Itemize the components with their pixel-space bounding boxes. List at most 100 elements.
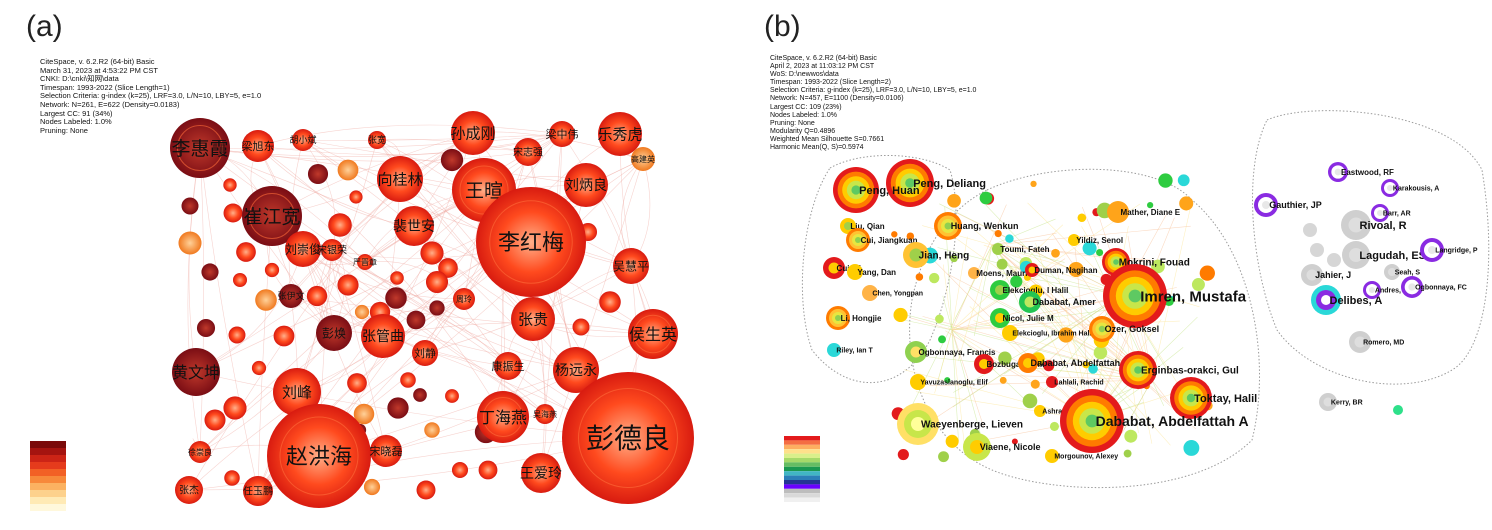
- panel-b-legend-swatch: [784, 475, 820, 480]
- panel-b-node: [1030, 180, 1037, 188]
- panel-b-node-label: Lagudah, ES: [1359, 250, 1426, 262]
- panel-b-node: [934, 212, 962, 240]
- panel-a-node: [170, 118, 230, 178]
- panel-b-node: [886, 159, 934, 207]
- panel-b-node: [1328, 162, 1348, 182]
- panel-b-node: [905, 341, 927, 363]
- panel-a-legend: [30, 441, 66, 511]
- panel-b-link: [951, 224, 1064, 331]
- panel-b-meta-line: CiteSpace, v. 6.2.R2 (64-bit) Basic: [770, 55, 877, 62]
- panel-b-link: [909, 317, 953, 331]
- panel-b-node: [990, 308, 1010, 328]
- panel-b-node-label: Toumi, Fateh: [1000, 245, 1049, 254]
- panel-b-node: [1093, 345, 1108, 360]
- panel-a-legend-swatch: [30, 497, 66, 504]
- panel-a-node-label: 黄文坤: [172, 363, 220, 382]
- panel-a-link: [188, 147, 201, 373]
- panel-b-node: [906, 232, 915, 240]
- panel-b-node: [1025, 263, 1039, 277]
- panel-b-meta-line: Weighted Mean Silhouette S=0.7661: [770, 135, 885, 143]
- panel-b-node: [945, 434, 959, 448]
- panel-b-node: [1170, 377, 1212, 419]
- panel-a-link: [302, 139, 336, 251]
- panel-a-node: [412, 340, 438, 366]
- panel-b-node: [1123, 449, 1132, 458]
- panel-b-link: [902, 319, 953, 331]
- panel-b-legend-swatch: [784, 471, 820, 476]
- panel-a-node-label: 刘炳良: [565, 178, 607, 194]
- panel-b-node: [974, 354, 994, 374]
- panel-a-link: [199, 147, 259, 492]
- panel-b-node: [1363, 281, 1381, 299]
- panel-b-link: [953, 294, 1123, 393]
- panel-b-node: [903, 242, 929, 268]
- panel-a-node-label: 梁中伟: [546, 127, 579, 141]
- panel-a-meta-line: CNKI: D:\cnki\知网\data: [40, 74, 119, 84]
- panel-a-legend-swatch: [30, 476, 66, 483]
- panel-a-node-label: 张宽: [368, 134, 386, 146]
- panel-b-node: [1393, 405, 1403, 415]
- panel-a-node: [264, 262, 280, 278]
- panel-b-node: [1068, 234, 1080, 246]
- panel-a-link: [257, 215, 273, 492]
- panel-b-node: [1082, 361, 1090, 369]
- panel-a-node: [562, 372, 694, 504]
- panel-a-node: [232, 272, 248, 288]
- panel-b-node: [1349, 331, 1371, 353]
- panel-b-node-label: Ogbonnaya, Francis: [919, 348, 996, 357]
- panel-b-link: [904, 369, 1093, 421]
- panel-b-node: [1005, 234, 1014, 243]
- panel-b-meta-line: Selection Criteria: g-index (k=25), LRF=…: [770, 87, 977, 95]
- panel-a-legend-swatch: [30, 441, 66, 448]
- panel-b-node: [833, 167, 879, 213]
- panel-a-node: [572, 318, 590, 336]
- panel-a-node-label: 彭德良: [586, 422, 670, 455]
- panel-b-link: [1151, 201, 1192, 381]
- panel-b-legend-swatch: [784, 484, 820, 489]
- panel-a-node-label: 康振生: [492, 359, 525, 373]
- panel-b-node: [990, 280, 1010, 300]
- panel-a-node: [387, 397, 409, 419]
- panel-a-node: [628, 309, 678, 359]
- panel-a-link: [561, 133, 654, 335]
- panel-b-node: [1177, 174, 1190, 187]
- panel-a-link: [257, 145, 504, 418]
- panel-b-node: [1151, 259, 1165, 274]
- panel-b-node-label: Yang, Dan: [857, 268, 896, 277]
- panel-b-node: [994, 229, 1002, 238]
- panel-a-node-label: 梁旭东: [242, 139, 275, 153]
- panel-a: (a) CiteSpace, v. 6.2.R2 (64-bit) Basic M…: [0, 0, 740, 530]
- panel-a-node: [337, 274, 359, 296]
- panel-b-node-label: Chen, Yongpan: [872, 290, 923, 297]
- panel-a-node: [242, 130, 274, 162]
- panel-b-node-label: Elekcioglu, Ibrahim Halil: [1012, 330, 1093, 337]
- panel-a-node: [175, 476, 203, 504]
- panel-a-link: [257, 145, 415, 227]
- panel-b-node: [1088, 364, 1098, 374]
- panel-a-node: [236, 242, 256, 262]
- panel-a-node: [255, 289, 277, 311]
- panel-a-node-label: 严晋章: [353, 257, 377, 267]
- panel-a-node: [204, 409, 226, 431]
- panel-a-node: [273, 325, 295, 347]
- panel-b-link: [934, 329, 953, 394]
- panel-a-link: [333, 298, 465, 334]
- panel-a-node: [242, 186, 302, 246]
- panel-a-node-ring: [279, 416, 359, 496]
- panel-b-node: [897, 448, 909, 461]
- panel-b-node: [862, 285, 878, 301]
- panel-a-node: [385, 287, 407, 309]
- panel-a-label: (a): [26, 10, 63, 43]
- panel-b-link: [991, 218, 1056, 246]
- panel-b-node-label: Mather, Diane E: [1121, 208, 1181, 217]
- panel-b-node-label: Cui, Jiangkuan: [861, 236, 918, 245]
- panel-b-node-label: Kerry, BR: [1331, 399, 1363, 406]
- panel-b-node: [1034, 405, 1046, 417]
- panel-a-meta: CiteSpace, v. 6.2.R2 (64-bit) Basic March…: [40, 57, 261, 135]
- panel-b-link: [956, 212, 1123, 296]
- panel-b-node: [823, 257, 845, 279]
- panel-b-meta-line: Nodes Labeled: 1.0%: [770, 111, 837, 119]
- panel-b-link: [991, 225, 1191, 246]
- panel-a-node: [181, 197, 199, 215]
- panel-b-node: [1401, 276, 1423, 298]
